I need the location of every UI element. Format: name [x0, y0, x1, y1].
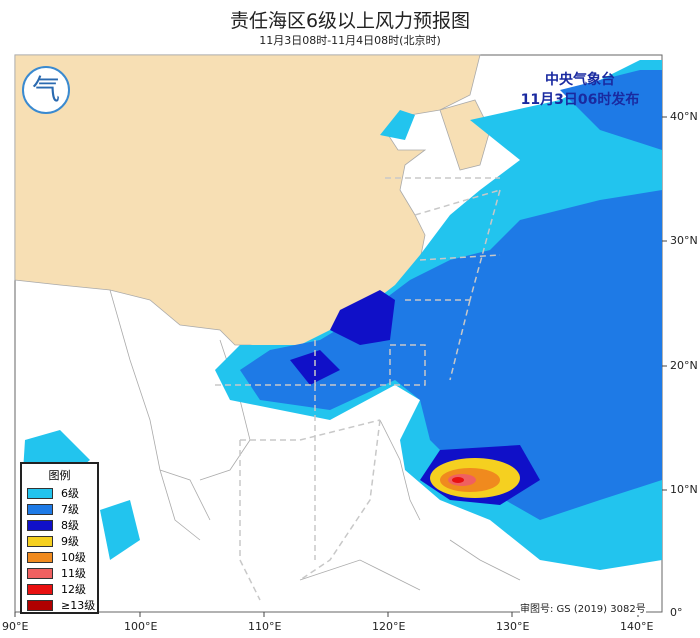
legend-label: 10级 — [61, 551, 86, 564]
typhoon-core — [430, 458, 520, 498]
map-title: 责任海区6级以上风力预报图 — [229, 10, 471, 32]
lat-label: 30°N — [670, 234, 698, 247]
legend-swatch — [27, 599, 53, 611]
responsibility-area-lines — [215, 177, 501, 601]
legend-item: 7级 — [22, 501, 97, 517]
lat-label: 10°N — [670, 483, 698, 496]
lon-label: 100°E — [124, 620, 158, 633]
lon-label: 110°E — [248, 620, 282, 633]
map-subtitle: 11月3日08时-11月4日08时(北京时) — [259, 34, 441, 47]
legend-item: 8级 — [22, 517, 97, 533]
legend-swatch — [27, 567, 53, 579]
legend-swatch — [27, 503, 53, 515]
wind-area-7 — [240, 70, 662, 520]
cma-logo: 气 — [22, 66, 70, 114]
legend-label: 11级 — [61, 567, 86, 580]
legend-label: 6级 — [61, 487, 79, 500]
legend-swatch — [27, 535, 53, 547]
legend-item: 9级 — [22, 533, 97, 549]
lat-label: 20°N — [670, 359, 698, 372]
issuer-name: 中央气象台 — [545, 72, 615, 88]
lat-label: 40°N — [670, 110, 698, 123]
korea-land — [439, 99, 491, 171]
legend-item: 11级 — [22, 565, 97, 581]
lat-label: 0° — [670, 606, 683, 619]
lon-label: 130°E — [496, 620, 530, 633]
legend-swatch — [27, 487, 53, 499]
lon-label: 90°E — [2, 620, 29, 633]
legend-label: 8级 — [61, 519, 79, 532]
legend-swatch — [27, 583, 53, 595]
legend-swatch — [27, 519, 53, 531]
legend: 图例 6级 7级 8级 9级 10级 11级 12级 ≥13级 — [20, 462, 99, 614]
map-approval-number: 审图号: GS (2019) 3082号 — [520, 600, 646, 615]
legend-swatch — [27, 551, 53, 563]
legend-item: 6级 — [22, 485, 97, 501]
lon-label: 140°E — [620, 620, 654, 633]
legend-item: ≥13级 — [22, 597, 97, 613]
legend-label: 12级 — [61, 583, 86, 596]
lon-label: 120°E — [372, 620, 406, 633]
legend-label: ≥13级 — [61, 599, 96, 612]
legend-label: 7级 — [61, 503, 79, 516]
legend-title: 图例 — [48, 469, 71, 482]
issuer-label: 中央气象台 11月3日06时发布 — [500, 70, 660, 110]
legend-label: 9级 — [61, 535, 79, 548]
issue-time: 11月3日06时发布 — [520, 92, 640, 108]
legend-item: 10级 — [22, 549, 97, 565]
legend-item: 12级 — [22, 581, 97, 597]
